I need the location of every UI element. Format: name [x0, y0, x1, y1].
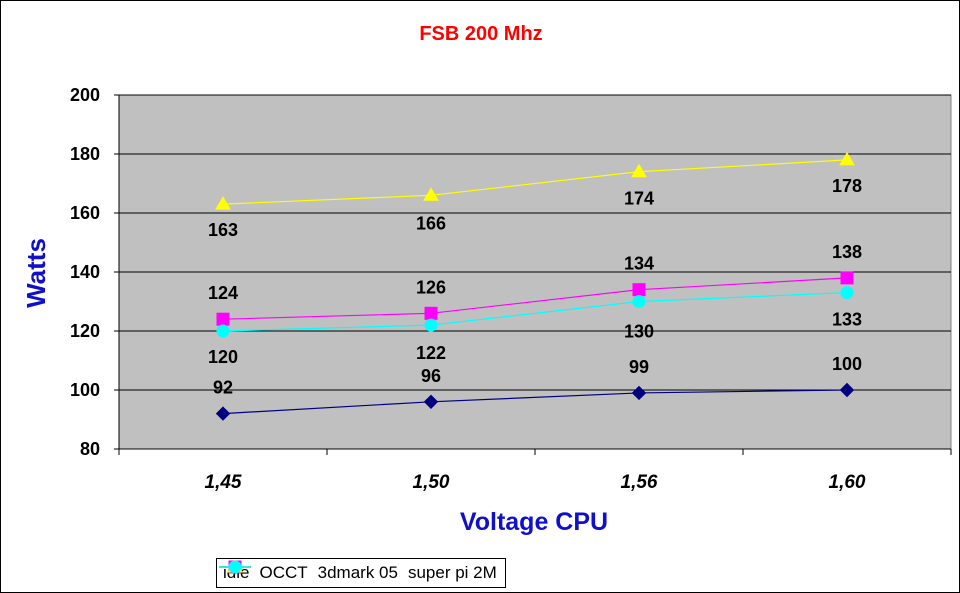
data-label: 138	[832, 242, 862, 262]
data-point	[424, 306, 438, 320]
chart-title: FSB 200 Mhz	[419, 23, 542, 45]
data-point	[216, 324, 230, 338]
legend-item: 3dmark 05	[219, 559, 398, 583]
data-point	[424, 318, 438, 332]
y-tick-label: 100	[70, 380, 100, 400]
data-point	[216, 312, 230, 326]
data-label: 174	[624, 189, 654, 209]
y-tick-label: 120	[70, 321, 100, 341]
x-tick-label: 1,45	[205, 472, 242, 493]
x-tick-label: 1,60	[829, 472, 866, 493]
y-tick-label: 80	[80, 439, 100, 459]
x-tick-label: 1,56	[621, 472, 658, 493]
data-label: 166	[416, 213, 446, 233]
data-label: 120	[208, 347, 238, 367]
data-point	[631, 385, 647, 401]
legend-item: OCCT	[219, 560, 308, 583]
data-point	[839, 382, 855, 398]
data-point	[632, 295, 646, 308]
legend-item: super pi 2M	[219, 560, 497, 583]
data-label: 96	[421, 366, 441, 386]
series-line	[222, 292, 848, 332]
data-point	[632, 283, 646, 297]
data-label: 100	[832, 354, 862, 374]
y-tick-label: 180	[70, 144, 100, 164]
y-tick-label: 160	[70, 203, 100, 223]
data-label: 178	[832, 176, 862, 196]
data-point	[423, 187, 439, 201]
data-label: 99	[629, 357, 649, 377]
data-point	[215, 196, 231, 210]
x-axis-label: Voltage CPU	[460, 508, 608, 536]
data-point	[631, 163, 647, 178]
legend-label: 3dmark 05	[317, 563, 398, 582]
data-label: 92	[213, 378, 233, 398]
data-label: 134	[624, 254, 654, 274]
data-point	[423, 394, 439, 410]
data-label: 126	[416, 277, 446, 297]
y-tick-label: 200	[70, 85, 100, 105]
legend-label: super pi 2M	[407, 563, 497, 582]
data-point	[840, 271, 854, 285]
data-label: 124	[208, 283, 238, 303]
data-point	[840, 286, 854, 300]
data-label: 133	[832, 310, 862, 330]
data-label: 130	[624, 322, 654, 342]
y-tick-label: 140	[70, 262, 100, 282]
series-line	[222, 277, 848, 320]
legend-symbol	[219, 560, 251, 574]
legend-marker	[228, 560, 242, 574]
x-tick-label: 1,50	[413, 472, 450, 493]
data-point	[839, 151, 855, 166]
data-point	[215, 406, 231, 421]
series-line	[222, 159, 848, 205]
data-label: 122	[416, 343, 446, 363]
data-label: 163	[208, 220, 238, 240]
y-axis-label: Watts	[21, 238, 51, 308]
series-line	[222, 389, 848, 415]
legend-label: OCCT	[259, 563, 308, 582]
